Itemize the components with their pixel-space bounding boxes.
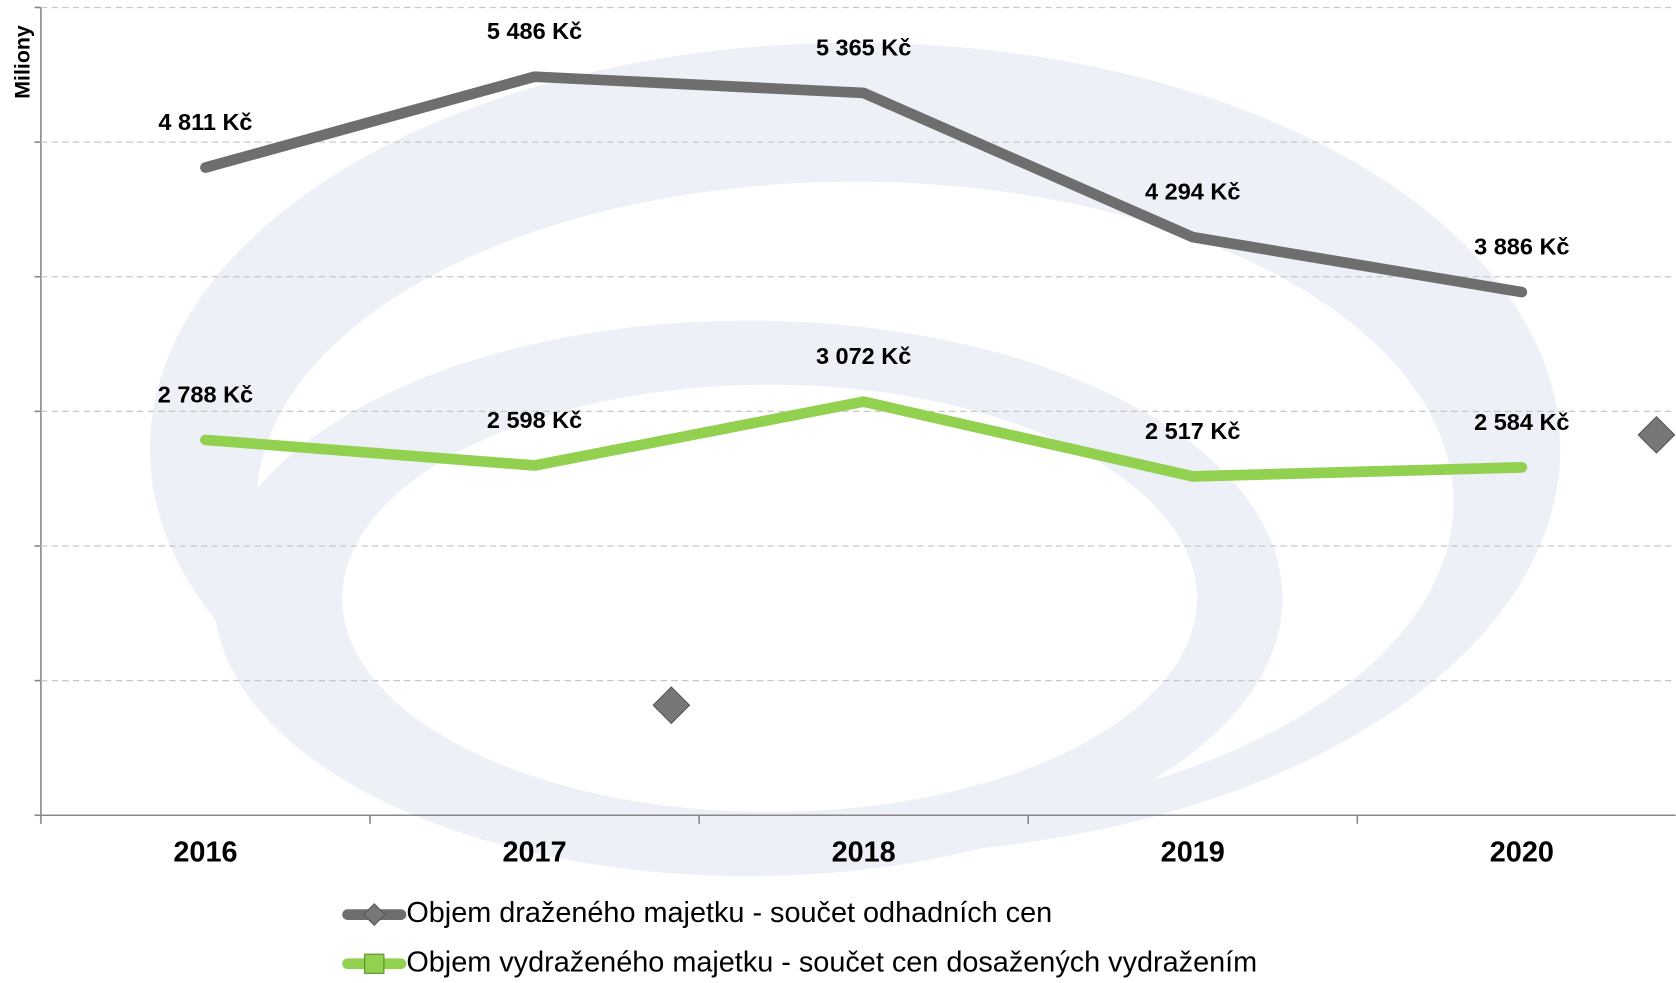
data-label: 2 788 Kč — [158, 381, 253, 407]
data-label: 2 584 Kč — [1474, 409, 1569, 435]
data-label: 5 365 Kč — [816, 34, 911, 60]
chart: Miliony 2016 2017 2018 2019 2020 4 811 Kč 5 48… — [0, 0, 1676, 983]
legend-label: Objem vydraženého majetku - součet cen d… — [406, 946, 1257, 978]
legend-marker — [364, 904, 385, 925]
data-label: 2 517 Kč — [1145, 418, 1240, 444]
x-tick-label: 2016 — [173, 836, 237, 868]
legend-marker — [365, 954, 384, 973]
data-label: 5 486 Kč — [487, 18, 582, 44]
watermark — [150, 43, 1560, 876]
page: {"chart_data": {"type": "line", "y_label… — [0, 0, 1676, 983]
legend-label: Objem draženého majetku - součet odhadní… — [406, 897, 1052, 929]
y-axis-label: Miliony — [10, 25, 34, 99]
data-label: 3 072 Kč — [816, 343, 911, 369]
x-tick-label: 2019 — [1161, 836, 1225, 868]
data-label: 2 598 Kč — [487, 407, 582, 433]
data-label: 4 294 Kč — [1145, 179, 1240, 205]
data-label: 3 886 Kč — [1474, 233, 1569, 259]
x-tick-label: 2020 — [1490, 836, 1554, 868]
x-tick-label: 2017 — [502, 836, 566, 868]
x-tick-label: 2018 — [832, 836, 896, 868]
decoration — [1638, 417, 1674, 453]
data-label: 4 811 Kč — [158, 109, 252, 135]
